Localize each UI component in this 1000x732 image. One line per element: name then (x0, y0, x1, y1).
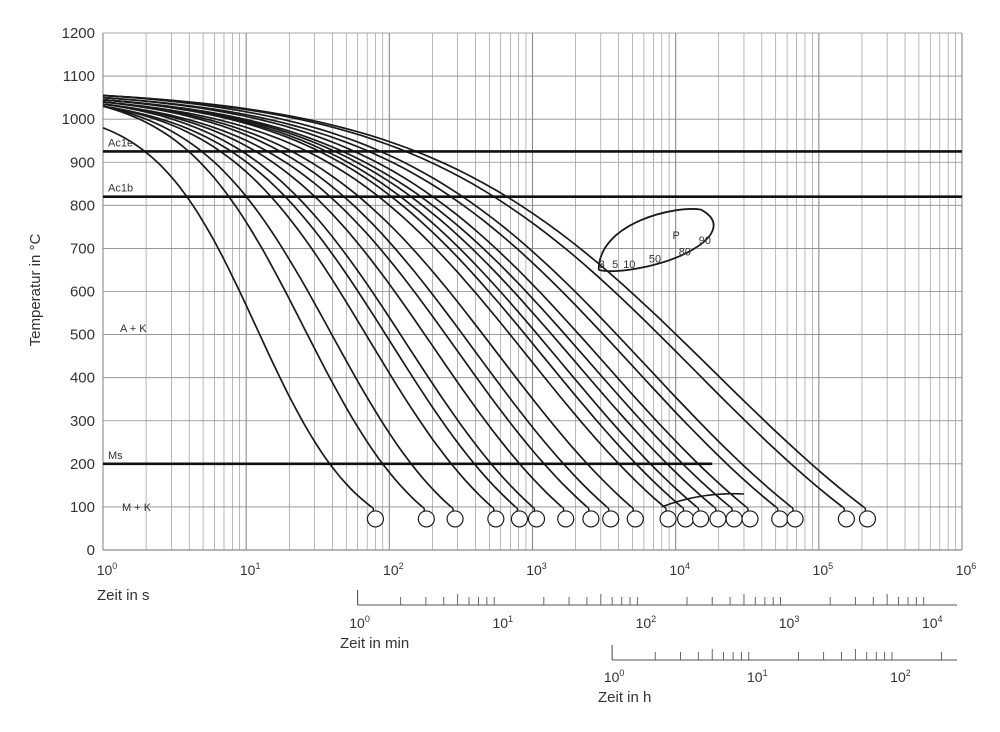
end-marker-circle (527, 510, 546, 528)
y-tick-label: 1200 (62, 25, 95, 42)
pearlite-percent-label: 80 (679, 247, 691, 259)
secondary-tick-label: 100 (604, 668, 625, 685)
end-marker-circle (557, 510, 575, 528)
x-tick-label: 100 (97, 561, 118, 578)
pearlite-zone: P 3 5 10 50 80 90 (597, 208, 715, 272)
reference-lines: Ac1e Ac1b Ms A + K M + K (103, 137, 962, 514)
cooling-curve (102, 101, 665, 508)
cooling-curve (102, 98, 731, 508)
grid (102, 32, 963, 551)
end-marker-circle (676, 510, 695, 528)
cooling-curve (102, 96, 747, 508)
end-marker-circle (771, 510, 789, 528)
secondary-tick-label: 104 (922, 614, 943, 631)
end-marker-circle (626, 510, 644, 528)
secondary-tick-label: 102 (890, 668, 911, 685)
secondary-axes: 100 101 102 103 104 Zeit in min 100 101 102 Zeit … (340, 590, 957, 706)
y-tick-label: 0 (87, 542, 95, 559)
region-label: M + K (122, 502, 152, 514)
pearlite-percent-label: 10 (623, 259, 635, 271)
cooling-curve (102, 98, 715, 508)
y-tick-label: 1000 (62, 111, 95, 128)
cooling-curve (102, 105, 493, 508)
y-tick-label: 200 (70, 456, 95, 473)
y-axis-title: Temperatur in °C (27, 233, 44, 346)
end-marker-circle (417, 510, 435, 528)
cooling-curve (102, 101, 632, 508)
x-tick-label: 106 (956, 561, 977, 578)
cooling-curves (102, 94, 867, 515)
cooling-curve (102, 94, 865, 508)
y-tick-label: 1100 (63, 68, 95, 85)
y-tick-label: 800 (70, 197, 95, 214)
x-tick-label: 103 (526, 561, 547, 578)
end-marker-circle (659, 510, 677, 528)
y-tick-label: 600 (70, 284, 95, 301)
end-marker-circle (691, 510, 710, 528)
x-tick-label: 101 (240, 561, 261, 578)
pearlite-zone-label: P (672, 230, 679, 242)
pearlite-percent-label: 90 (699, 235, 711, 247)
y-tick-label: 100 (70, 499, 95, 516)
end-marker-circle (741, 510, 759, 528)
pearlite-percent-label: 3 (599, 259, 605, 271)
tick-labels: 0100200300400500600700800900100011001200… (62, 25, 977, 578)
x-tick-label: 104 (669, 561, 690, 578)
pearlite-percent-label: 50 (649, 254, 661, 266)
end-markers (366, 510, 877, 528)
cooling-curve (102, 94, 843, 508)
cooling-curve (102, 127, 372, 508)
end-marker-circle (446, 510, 464, 528)
end-marker-circle (602, 510, 620, 528)
end-marker-circle (366, 510, 385, 528)
martensite-start-curve (661, 492, 745, 508)
cooling-curve (102, 105, 452, 508)
secondary-tick-label: 102 (636, 614, 657, 631)
end-marker-circle (858, 510, 877, 528)
secondary-axis-title: Zeit in h (598, 689, 651, 706)
secondary-tick-label: 101 (747, 668, 768, 685)
end-marker-circle (837, 510, 855, 528)
cooling-curve (102, 94, 792, 508)
y-tick-label: 700 (70, 240, 95, 257)
cooling-curve (102, 105, 423, 508)
cooling-curve (102, 103, 534, 508)
end-marker-circle (582, 510, 600, 528)
y-tick-label: 500 (70, 327, 95, 344)
x-axis-title: Zeit in s (97, 587, 150, 604)
secondary-tick-label: 100 (349, 614, 370, 631)
y-tick-label: 900 (70, 154, 95, 171)
cooling-curve (102, 98, 683, 508)
end-marker-circle (709, 510, 727, 528)
pearlite-percent-label: 5 (612, 259, 618, 271)
cooling-curve (102, 101, 608, 508)
region-label: A + K (120, 323, 147, 335)
x-tick-label: 105 (813, 561, 834, 578)
y-tick-label: 400 (70, 370, 95, 387)
cooling-curve (102, 103, 563, 508)
end-marker-circle (510, 510, 529, 528)
reference-line-label: Ms (108, 450, 123, 462)
pearlite-zone-outline (597, 208, 715, 272)
x-tick-label: 102 (383, 561, 404, 578)
secondary-tick-label: 103 (779, 614, 800, 631)
reference-line-label: Ac1b (108, 183, 133, 195)
end-marker-circle (725, 510, 743, 528)
reference-line-label: Ac1e (108, 137, 133, 149)
y-tick-label: 300 (70, 413, 95, 430)
secondary-axis-title: Zeit in min (340, 635, 409, 652)
cooling-curve (102, 96, 777, 508)
cooling-curve (102, 105, 516, 508)
end-marker-circle (786, 510, 804, 528)
secondary-tick-label: 101 (492, 614, 513, 631)
end-marker-circle (487, 510, 505, 528)
cooling-curve (102, 103, 588, 508)
